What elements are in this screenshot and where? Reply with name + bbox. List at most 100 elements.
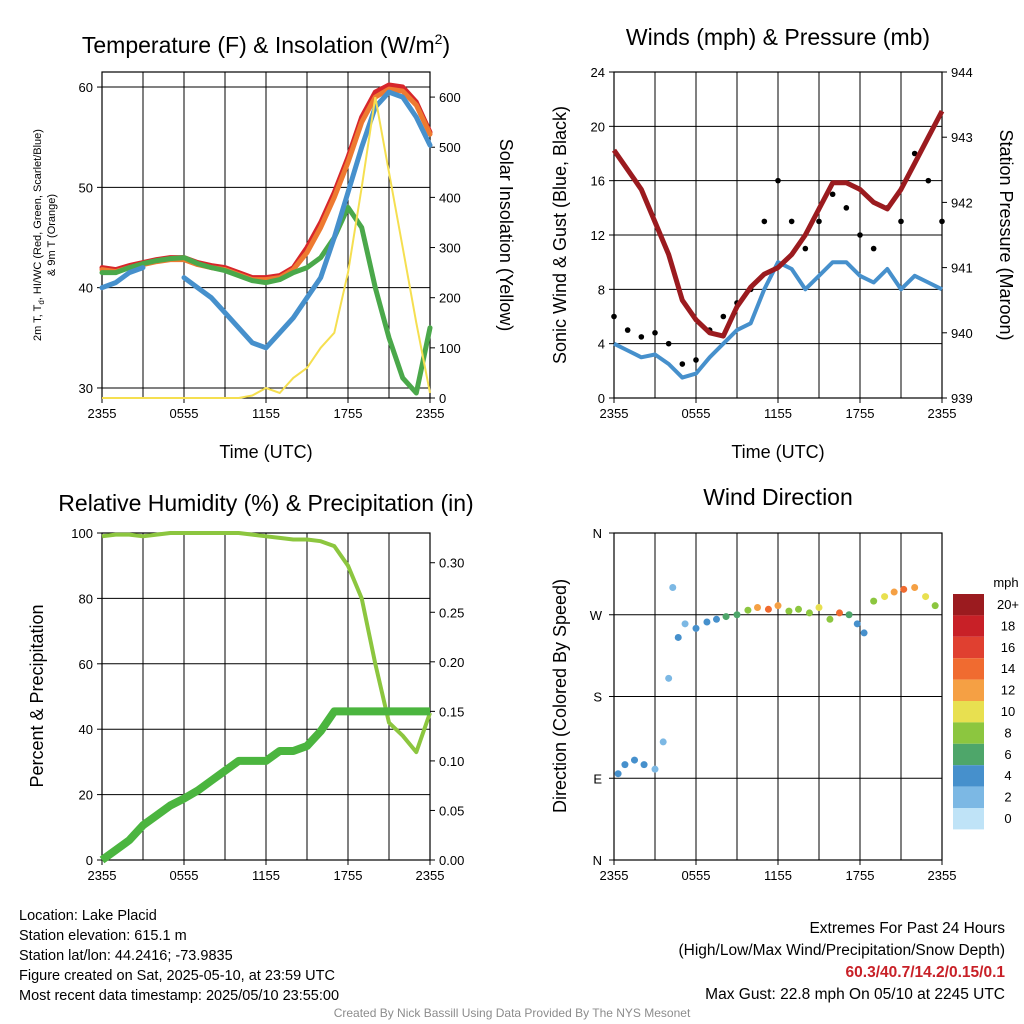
- y-tick-label: 30: [79, 381, 93, 396]
- legend-label: 12: [1001, 683, 1015, 698]
- direction-point: [845, 611, 853, 619]
- wind-direction-ylabel: Direction (Colored By Speed): [550, 579, 570, 813]
- y2-tick-label: 200: [439, 291, 461, 306]
- wind-direction-panel: Wind Direction Direction (Colored By Spe…: [550, 484, 1019, 813]
- y2-tick-label: 0.00: [439, 853, 464, 868]
- y-tick-label: 40: [79, 281, 93, 296]
- gust-point: [720, 313, 727, 320]
- legend-swatch: [953, 808, 984, 830]
- direction-tick-label: N: [593, 853, 602, 868]
- legend-swatch: [953, 786, 984, 808]
- y2-tick-label: 500: [439, 140, 461, 155]
- direction-point: [911, 584, 919, 591]
- legend-label: 14: [1001, 661, 1015, 676]
- direction-point: [870, 597, 878, 605]
- panel-frame-1: 2355 0555 1155 1755 235530405060010020030040…: [79, 71, 461, 421]
- temperature-ylabel-left-2: & 9m T (Orange): [46, 194, 58, 276]
- legend-swatch: [953, 615, 984, 637]
- humidity-ylabel-left: Percent & Precipitation: [27, 604, 47, 787]
- temperature-xlabel: Time (UTC): [219, 442, 312, 462]
- y-tick-label: 60: [79, 80, 93, 95]
- y2-tick-label: 0.05: [439, 803, 464, 818]
- y-tick-label: 24: [591, 65, 605, 80]
- temperature-ylabel-right: Solar Insolation (Yellow): [496, 139, 516, 331]
- direction-point: [692, 624, 700, 632]
- extremes-box: Extremes For Past 24 Hours (High/Low/Max…: [679, 918, 1006, 1006]
- direction-point: [674, 633, 682, 641]
- y-tick-label: 16: [591, 174, 605, 189]
- winds-panel: Winds (mph) & Pressure (mb) Sonic Wind &…: [550, 24, 1016, 462]
- pressure-line: [611, 109, 945, 339]
- extremes-line2: (High/Low/Max Wind/Precipitation/Snow De…: [678, 942, 1006, 959]
- gust-point: [802, 245, 809, 252]
- y2-tick-label: 100: [439, 341, 461, 356]
- direction-point: [815, 603, 823, 611]
- y2-tick-label: 939: [951, 391, 973, 406]
- direction-point: [631, 756, 638, 764]
- x-tick-label: 1155: [764, 406, 792, 421]
- y-tick-label: 4: [598, 337, 605, 352]
- wind-speed-line: [613, 260, 943, 380]
- x-tick-label: 1755: [846, 406, 875, 421]
- gust-point: [898, 218, 904, 225]
- x-tick-label: 2355: [416, 406, 445, 421]
- direction-point: [744, 606, 752, 614]
- y-tick-label: 60: [79, 657, 93, 672]
- precipitation-line: [99, 707, 430, 864]
- direction-point: [931, 602, 939, 610]
- direction-point: [651, 765, 659, 773]
- x-tick-label: 0555: [682, 406, 711, 421]
- credit-line: Created By Nick Bassill Using Data Provi…: [333, 1006, 691, 1020]
- legend-swatch: [953, 658, 984, 680]
- direction-point: [703, 618, 711, 626]
- extremes-line1: Extremes For Past 24 Hours: [809, 920, 1005, 937]
- x-tick-label: 2355: [416, 868, 445, 883]
- direction-tick-label: W: [590, 608, 603, 623]
- y2-tick-label: 943: [951, 130, 973, 145]
- x-tick-label: 2355: [88, 868, 117, 883]
- legend-label: 0: [1004, 811, 1011, 826]
- direction-point: [681, 620, 689, 628]
- winds-ylabel-left: Sonic Wind & Gust (Blue, Black): [550, 106, 570, 364]
- legend-swatch: [953, 594, 984, 616]
- direction-point: [853, 620, 861, 628]
- direction-point: [733, 611, 741, 619]
- gust-point: [761, 218, 768, 225]
- direction-point: [722, 613, 730, 621]
- speed-legend: 20+ 18 16 14 12 10 8 6 4 2 0: [953, 594, 1019, 830]
- winds-ylabel-right: Station Pressure (Maroon): [996, 129, 1016, 340]
- y-tick-label: 8: [598, 282, 605, 297]
- temperature-series-2: [99, 204, 433, 396]
- y2-tick-label: 941: [951, 261, 973, 276]
- direction-point: [795, 605, 802, 613]
- direction-point: [754, 603, 761, 611]
- legend-label: 2: [1004, 790, 1011, 805]
- y2-tick-label: 600: [439, 90, 461, 105]
- gust-point: [652, 330, 658, 336]
- panel-frame-2: 2355 0555 1155 1755 235504812162024939940941…: [591, 65, 973, 421]
- gust-point: [925, 177, 932, 184]
- y-tick-label: 12: [591, 228, 605, 243]
- info-elevation: Station elevation: 615.1 m: [19, 928, 187, 944]
- winds-title: Winds (mph) & Pressure (mb): [626, 24, 930, 50]
- y2-tick-label: 942: [951, 195, 973, 210]
- temperature-series-3: [99, 89, 433, 351]
- legend-title: mph: [993, 575, 1018, 590]
- direction-point: [659, 738, 667, 746]
- legend-label: 10: [1001, 704, 1015, 719]
- x-tick-label: 2355: [600, 868, 629, 883]
- gust-point: [665, 340, 672, 347]
- direction-point: [665, 674, 673, 682]
- x-tick-label: 2355: [600, 406, 629, 421]
- gust-point: [843, 205, 850, 211]
- humidity-title: Relative Humidity (%) & Precipitation (i…: [58, 490, 473, 516]
- y2-tick-label: 0: [439, 391, 446, 406]
- x-tick-label: 0555: [682, 868, 711, 883]
- direction-point: [805, 609, 813, 617]
- y2-tick-label: 0.15: [439, 704, 464, 719]
- direction-point: [785, 607, 793, 615]
- y-tick-label: 0: [86, 853, 93, 868]
- gust-point: [857, 232, 863, 238]
- y-tick-label: 20: [591, 119, 605, 134]
